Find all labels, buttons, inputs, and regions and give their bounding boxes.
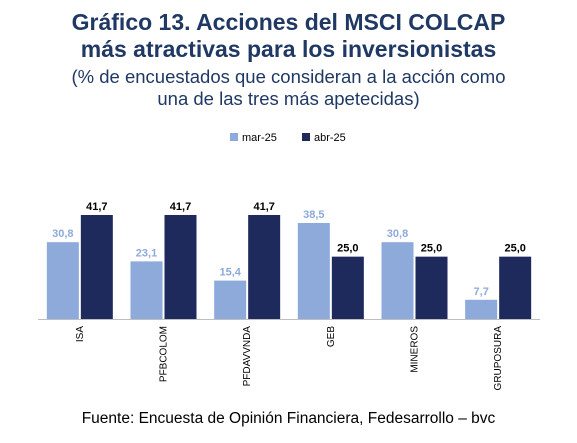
chart-subtitle: (% de encuestados que consideran a la ac… <box>0 66 577 110</box>
bar-mar-isa <box>46 242 79 319</box>
bar-abr-isa <box>80 215 113 319</box>
bar-mar-pfdavvnda <box>214 280 247 319</box>
data-label-abr-pfdavvnda: 41,7 <box>253 201 274 213</box>
bar-mar-geb <box>297 222 330 319</box>
chart-subtitle-line2: una de las tres más apetecidas) <box>157 88 420 109</box>
legend-swatch-abr <box>302 133 310 141</box>
data-label-mar-gruposura: 7,7 <box>474 286 489 298</box>
legend-swatch-mar <box>230 133 238 141</box>
chart-title-line2: más atractivas para los inversionistas <box>80 36 497 62</box>
bar-chart: mar-25 abr-25 30,8 41,7 ISA 23,1 41,7 PFBCOLOM 1… <box>38 132 540 391</box>
legend-label-mar: mar-25 <box>242 132 277 144</box>
data-label-abr-gruposura: 25,0 <box>504 243 525 255</box>
data-label-abr-mineros: 25,0 <box>421 243 442 255</box>
data-label-mar-isa: 30,8 <box>52 228 73 240</box>
data-label-abr-isa: 41,7 <box>86 201 107 213</box>
category-label-isa: ISA <box>75 326 86 342</box>
source-note: Fuente: Encuesta de Opinión Financiera, … <box>81 410 496 427</box>
data-label-mar-pfbcolom: 23,1 <box>136 247 157 259</box>
chart-subtitle-line1: (% de encuestados que consideran a la ac… <box>71 66 506 87</box>
bar-abr-gruposura <box>499 256 532 319</box>
category-label-pfbcolom: PFBCOLOM <box>159 326 170 382</box>
bar-mar-gruposura <box>465 299 498 319</box>
data-label-mar-geb: 38,5 <box>303 209 324 221</box>
data-label-abr-pfbcolom: 41,7 <box>170 201 191 213</box>
chart-title-line1: Gráfico 13. Acciones del MSCI COLCAP <box>71 9 506 35</box>
data-label-abr-geb: 25,0 <box>337 243 358 255</box>
category-label-pfdavvnda: PFDAVVNDA <box>242 326 253 387</box>
chart-title: Gráfico 13. Acciones del MSCI COLCAP más… <box>0 9 577 63</box>
data-label-mar-mineros: 30,8 <box>387 228 408 240</box>
legend-label-abr: abr-25 <box>314 132 346 144</box>
category-label-geb: GEB <box>326 326 337 347</box>
bar-mar-pfbcolom <box>130 261 163 319</box>
bar-mar-mineros <box>381 242 414 319</box>
bar-abr-pfbcolom <box>164 215 197 319</box>
category-label-mineros: MINEROS <box>410 326 421 373</box>
data-label-mar-pfdavvnda: 15,4 <box>219 267 241 279</box>
bar-abr-pfdavvnda <box>248 215 281 319</box>
category-label-gruposura: GRUPOSURA <box>493 326 504 391</box>
bar-abr-geb <box>331 256 364 319</box>
bar-abr-mineros <box>415 256 448 319</box>
